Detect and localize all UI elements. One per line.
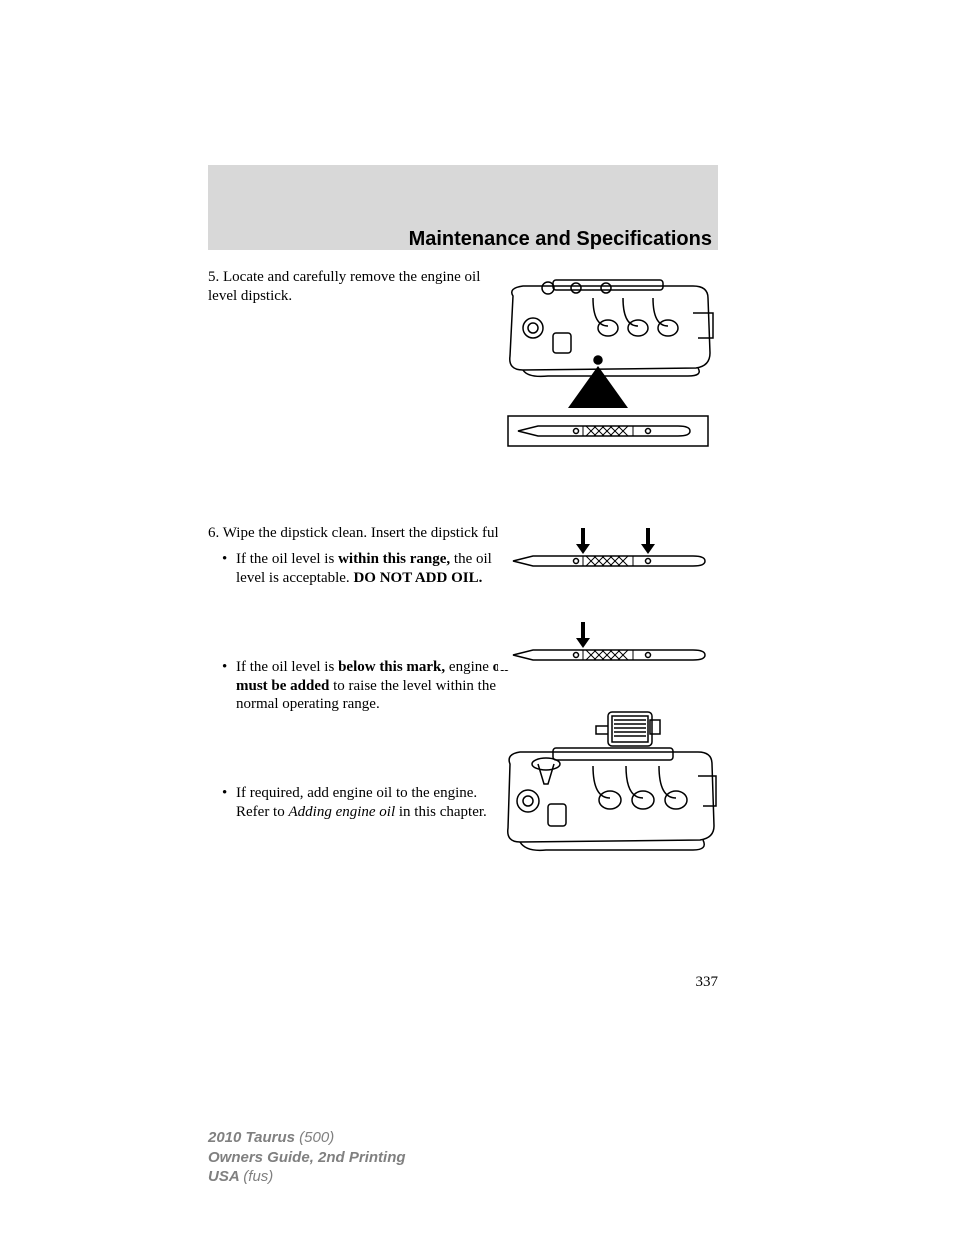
section-title: Maintenance and Specifications [208,228,718,251]
bullet-below-mark: If the oil level is below this mark, eng… [222,658,512,714]
footer-fus: (fus) [243,1168,273,1185]
text-italic: Adding engine oil [288,804,395,820]
text: engine [445,659,492,675]
bullet-add-oil: If required, add engine oil to the engin… [222,784,512,822]
footer: 2010 Taurus (500) Owners Guide, 2nd Prin… [208,1128,406,1187]
footer-guide: Owners Guide, 2nd Printing [208,1149,406,1166]
text: in this chapter. [395,804,487,820]
dipstick-low-diagram [498,620,718,670]
step-5: 5. Locate and carefully remove the engin… [208,268,488,306]
engine-dipstick-diagram [498,278,718,458]
text-bold: within this range, [338,551,450,567]
footer-model: 2010 Taurus [208,1129,299,1146]
text: If the oil level is [236,551,338,567]
text-bold: DO NOT ADD OIL. [353,570,482,586]
footer-code: (500) [299,1129,334,1146]
text-bold: below this mark, [338,659,445,675]
dipstick-range-diagram [498,526,718,576]
text: If the oil level is [236,659,338,675]
footer-region: USA [208,1168,243,1185]
bullet-within-range: If the oil level is within this range, t… [222,550,512,588]
engine-add-oil-diagram [498,706,718,866]
page-number: 337 [208,974,718,991]
